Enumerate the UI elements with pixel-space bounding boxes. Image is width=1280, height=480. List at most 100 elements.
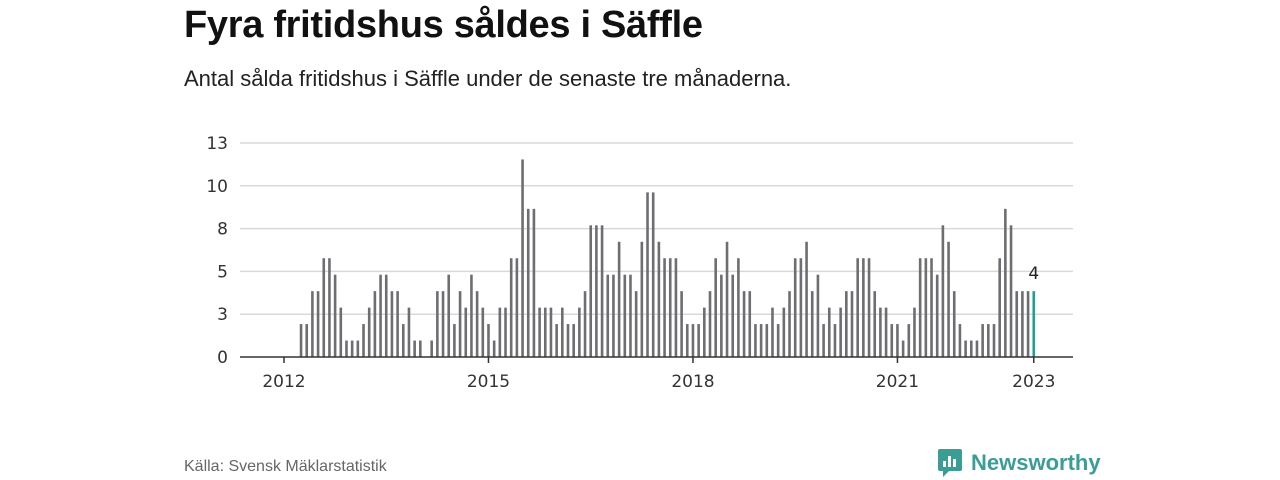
bar xyxy=(339,307,343,357)
bar xyxy=(981,324,984,357)
bar xyxy=(1004,208,1007,357)
bar xyxy=(492,340,496,357)
x-tick-label: 2021 xyxy=(876,372,919,392)
bar xyxy=(737,258,740,357)
bar xyxy=(367,307,371,357)
bar xyxy=(685,324,689,357)
bar xyxy=(356,340,360,357)
bar xyxy=(322,258,326,357)
bar xyxy=(561,307,564,357)
bar xyxy=(907,324,911,357)
bar xyxy=(742,291,746,357)
bar xyxy=(617,241,621,357)
bar xyxy=(873,291,877,357)
bar xyxy=(305,324,309,357)
bar xyxy=(311,291,314,357)
bar xyxy=(299,324,303,357)
chart-subtitle: Antal sålda fritidshus i Säffle under de… xyxy=(184,66,792,91)
bar xyxy=(572,324,575,357)
bar xyxy=(816,274,820,357)
bar xyxy=(600,225,604,357)
y-tick-label: 10 xyxy=(206,177,228,197)
bar xyxy=(731,274,735,357)
bar xyxy=(583,291,587,357)
brand-name: Newsworthy xyxy=(971,450,1101,475)
bar xyxy=(651,192,655,357)
bar xyxy=(470,274,473,357)
bar xyxy=(896,324,899,357)
bar xyxy=(720,274,723,357)
bar xyxy=(595,225,598,357)
bar xyxy=(464,307,468,357)
bar xyxy=(634,291,638,357)
bar xyxy=(328,258,331,357)
bar xyxy=(441,291,445,357)
bar xyxy=(765,324,769,357)
bar xyxy=(509,258,513,357)
bar xyxy=(839,307,842,357)
bar xyxy=(867,258,871,357)
bar xyxy=(640,241,644,357)
bar xyxy=(612,274,615,357)
bar xyxy=(543,307,547,357)
bar xyxy=(481,307,485,357)
bar xyxy=(532,208,536,357)
y-tick-label: 3 xyxy=(217,305,228,325)
bar xyxy=(680,291,683,357)
x-tick-label: 2015 xyxy=(467,372,510,392)
source-note: Källa: Svensk Mäklarstatistik xyxy=(184,458,387,475)
newsworthy-logo-icon xyxy=(938,449,962,477)
bar xyxy=(969,340,973,357)
bar xyxy=(606,274,610,357)
bar xyxy=(578,307,581,357)
bar xyxy=(833,324,837,357)
bar xyxy=(714,258,717,357)
bar xyxy=(629,274,632,357)
latest-value-label: 4 xyxy=(1028,264,1039,284)
bar xyxy=(708,291,712,357)
bar xyxy=(805,241,808,357)
bar xyxy=(930,258,933,357)
bar xyxy=(413,340,416,357)
bar xyxy=(589,225,593,357)
bar xyxy=(748,291,752,357)
bar xyxy=(941,225,945,357)
bar xyxy=(987,324,990,357)
bar xyxy=(362,324,365,357)
bar xyxy=(992,324,996,357)
bar xyxy=(754,324,757,357)
bar xyxy=(407,307,411,357)
bar xyxy=(850,291,854,357)
brand-logo[interactable]: Newsworthy xyxy=(937,448,1101,478)
y-tick-label: 8 xyxy=(217,220,228,240)
bar xyxy=(771,307,774,357)
bar xyxy=(776,324,780,357)
bar xyxy=(845,291,848,357)
y-tick-label: 5 xyxy=(217,262,228,282)
bar xyxy=(975,340,979,357)
bar xyxy=(952,291,956,357)
bar xyxy=(504,307,507,357)
bar xyxy=(526,208,530,357)
bar xyxy=(350,340,354,357)
bar xyxy=(788,291,791,357)
bar xyxy=(782,307,786,357)
bar xyxy=(316,291,320,357)
bar xyxy=(890,324,894,357)
chart-title: Fyra fritidshus såldes i Säffle xyxy=(184,4,703,46)
bar xyxy=(918,258,922,357)
bar xyxy=(947,241,950,357)
bar xyxy=(566,324,570,357)
bar xyxy=(401,324,405,357)
bar xyxy=(436,291,439,357)
bar xyxy=(674,258,678,357)
bar xyxy=(862,258,865,357)
bar xyxy=(799,258,803,357)
bar xyxy=(475,291,479,357)
bar xyxy=(657,241,661,357)
bar xyxy=(879,307,882,357)
bar xyxy=(419,340,422,357)
bar xyxy=(390,291,394,357)
bar xyxy=(487,324,490,357)
